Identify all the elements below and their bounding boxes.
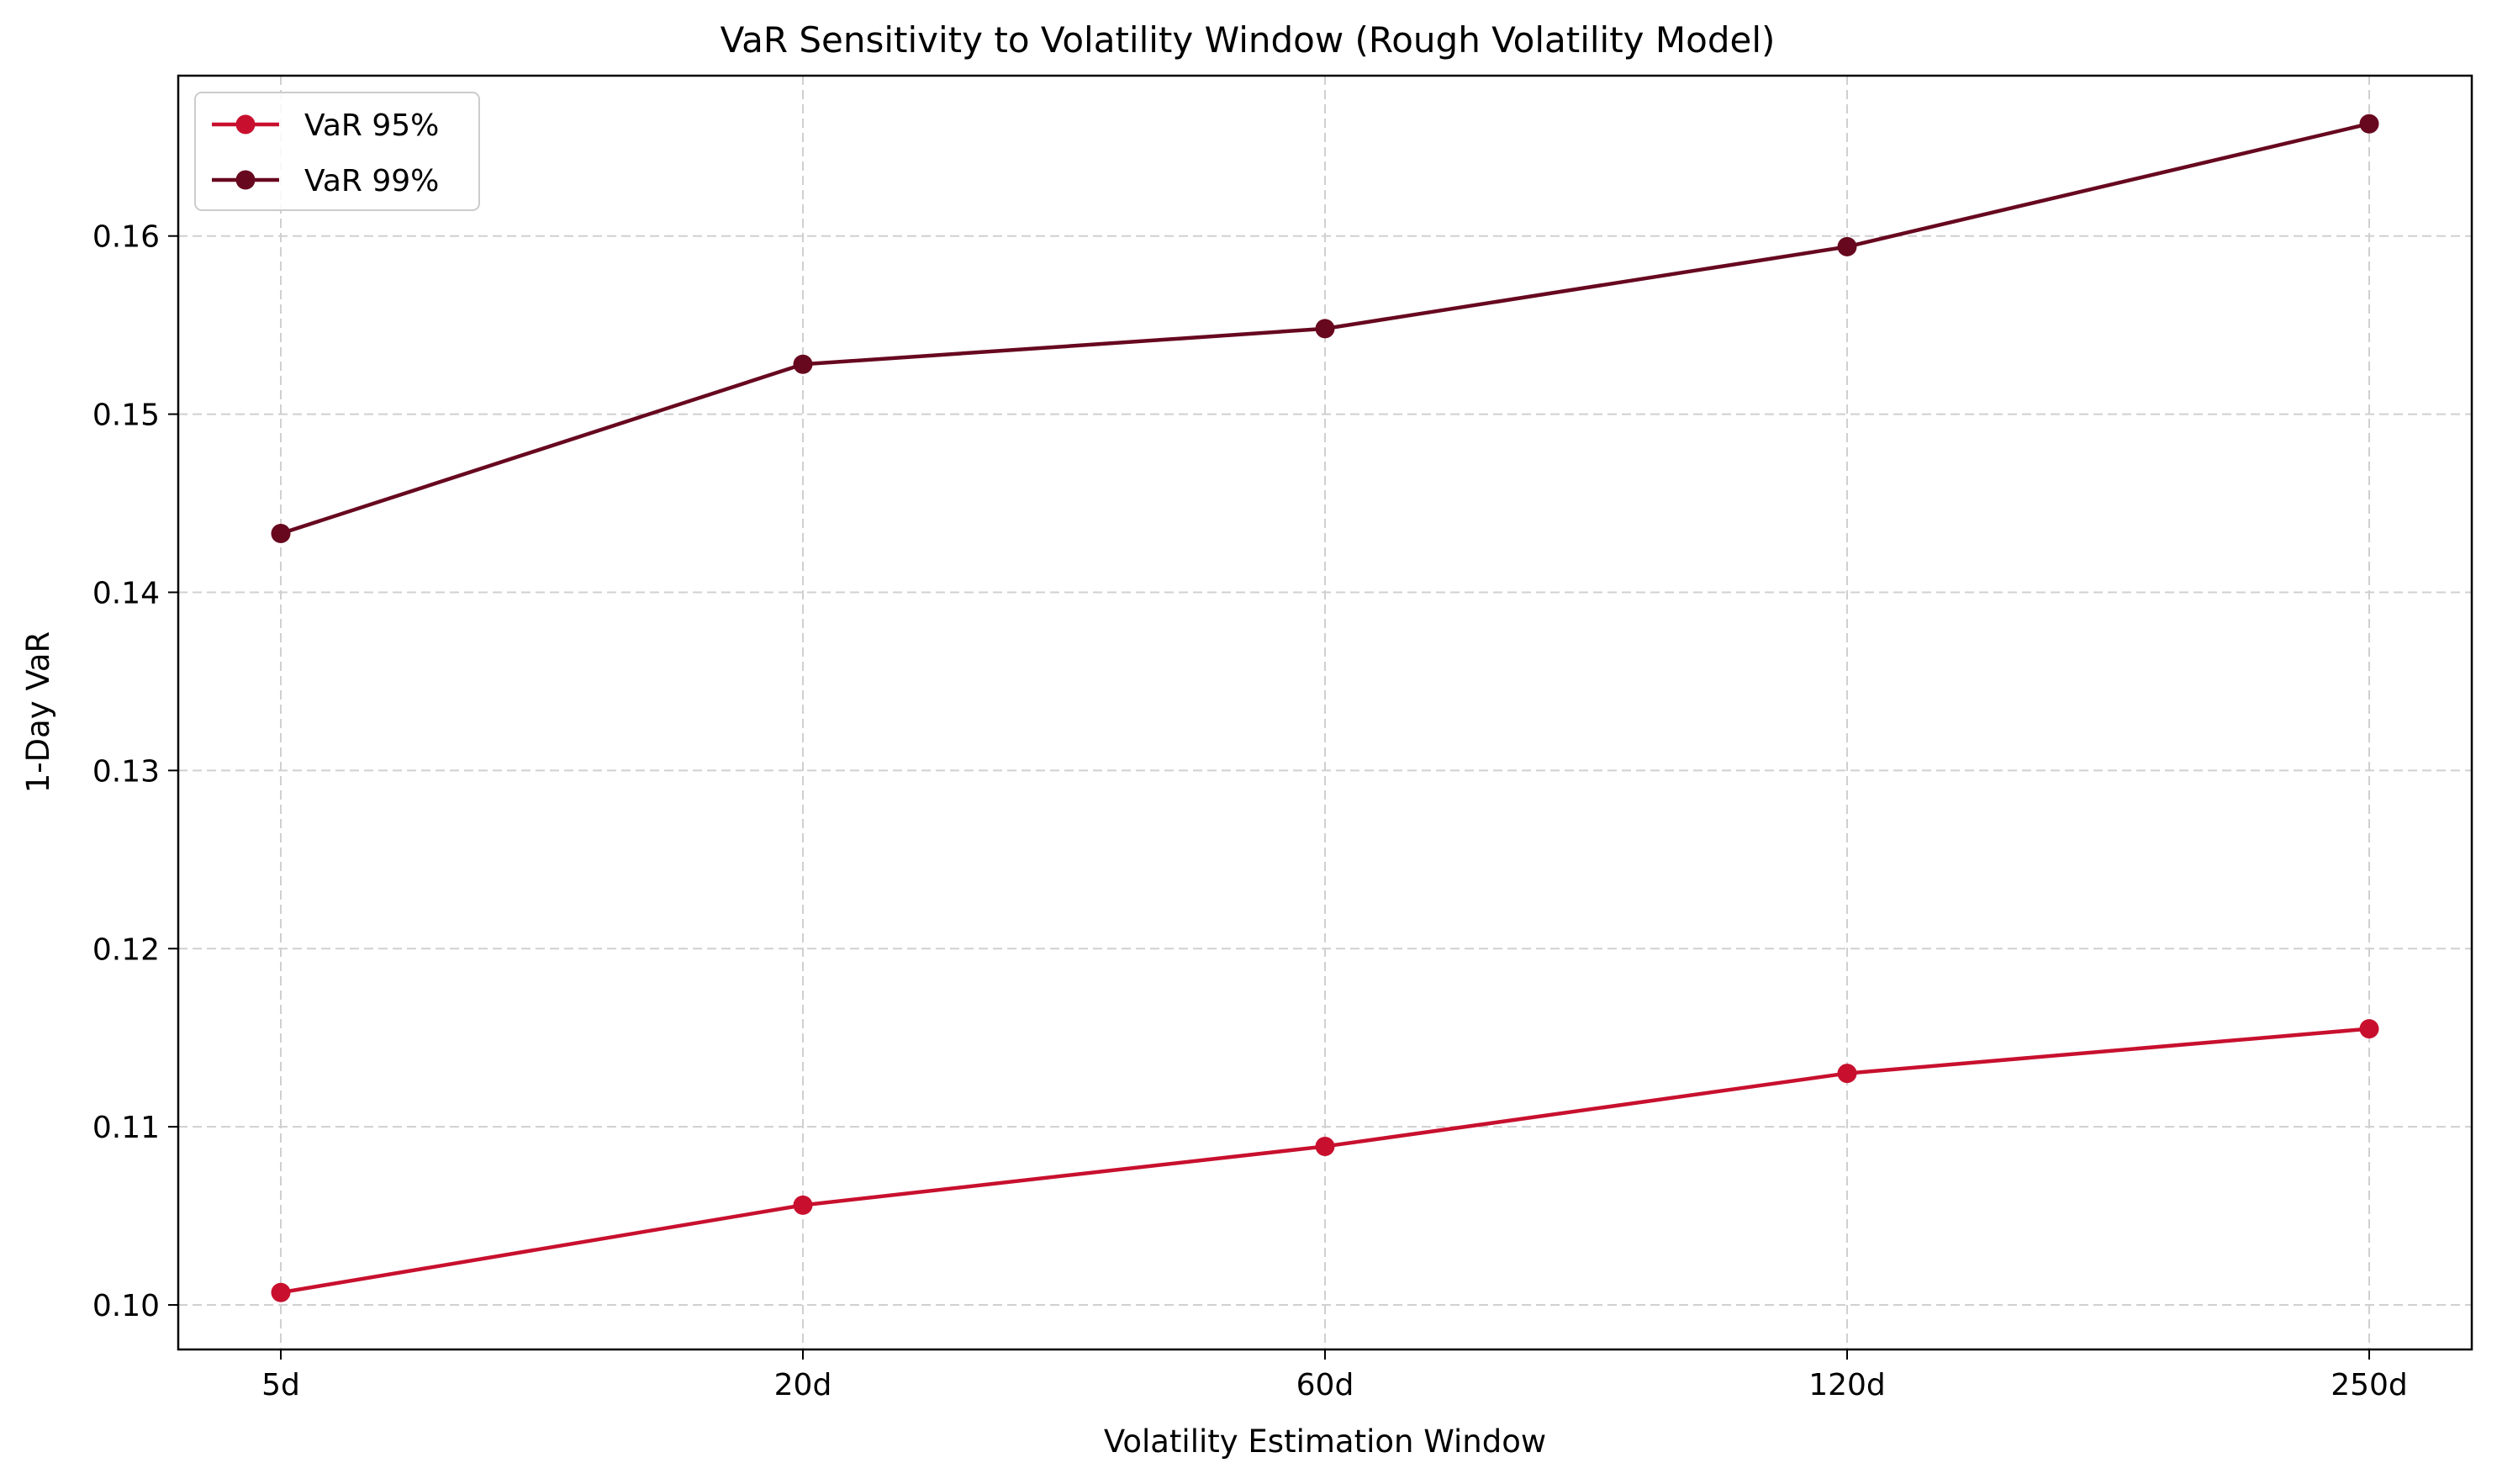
y-axis-label: 1-Day VaR xyxy=(20,631,56,794)
x-axis-label: Volatility Estimation Window xyxy=(1104,1423,1546,1460)
data-point xyxy=(2359,1019,2379,1039)
legend-label: VaR 99% xyxy=(304,164,439,198)
y-axis: 0.10 0.11 0.12 0.13 0.14 0.15 0.16 xyxy=(92,220,178,1323)
x-tick-label: 120d xyxy=(1808,1368,1886,1402)
data-point xyxy=(1315,319,1335,339)
legend-marker xyxy=(235,114,256,135)
x-axis: 5d 20d 60d 120d 250d xyxy=(261,1349,2408,1402)
data-point xyxy=(1837,236,1857,256)
legend-label: VaR 95% xyxy=(304,108,439,143)
series-var-99 xyxy=(271,114,2379,544)
legend: VaR 95% VaR 99% xyxy=(194,92,480,211)
series-layer xyxy=(271,114,2379,1302)
data-point xyxy=(2359,114,2379,134)
y-tick-label: 0.10 xyxy=(92,1289,160,1323)
chart-title: VaR Sensitivity to Volatility Window (Ro… xyxy=(721,19,1776,61)
data-point xyxy=(1837,1064,1857,1084)
y-tick-label: 0.15 xyxy=(92,399,160,433)
x-tick-label: 20d xyxy=(774,1368,832,1402)
legend-entry: VaR 95% xyxy=(212,108,439,143)
legend-entry: VaR 99% xyxy=(212,164,439,198)
y-tick-label: 0.14 xyxy=(92,576,160,610)
y-tick-label: 0.12 xyxy=(92,932,160,967)
legend-marker xyxy=(235,170,256,190)
y-tick-label: 0.13 xyxy=(92,754,160,789)
x-tick-label: 5d xyxy=(261,1368,300,1402)
data-point xyxy=(1315,1136,1335,1156)
data-point xyxy=(793,354,813,374)
data-point xyxy=(793,1195,813,1215)
x-tick-label: 60d xyxy=(1296,1368,1354,1402)
data-point xyxy=(271,524,291,544)
series-var-95 xyxy=(271,1019,2379,1302)
data-point xyxy=(271,1282,291,1302)
grid-lines xyxy=(178,76,2472,1349)
y-tick-label: 0.16 xyxy=(92,220,160,255)
x-tick-label: 250d xyxy=(2331,1368,2408,1402)
y-tick-label: 0.11 xyxy=(92,1111,160,1145)
